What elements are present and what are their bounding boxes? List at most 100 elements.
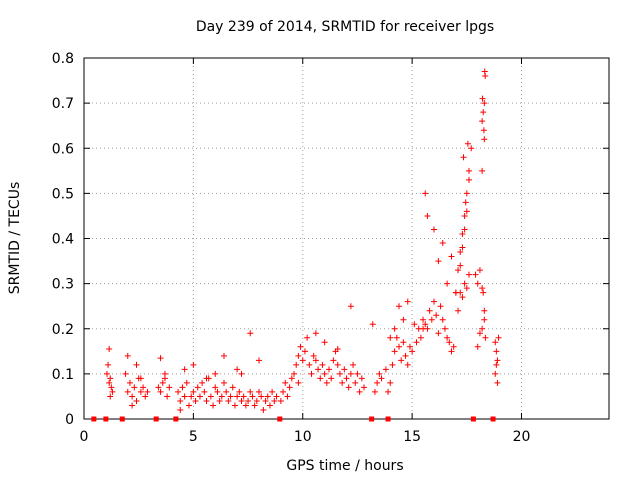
data-point [446, 339, 453, 346]
data-point [494, 357, 501, 364]
zero-marker [119, 416, 125, 422]
data-point [260, 406, 267, 413]
data-point [433, 312, 440, 319]
data-point [106, 346, 113, 353]
data-point [347, 370, 354, 377]
data-point [466, 176, 472, 183]
data-point [234, 366, 241, 373]
zero-marker [91, 416, 97, 422]
data-point [459, 294, 466, 301]
data-point [479, 285, 486, 292]
data-point [393, 334, 400, 341]
data-point [352, 379, 359, 386]
data-point [299, 357, 306, 364]
data-point [492, 339, 499, 346]
data-point [444, 334, 451, 341]
data-point [295, 352, 302, 359]
data-point [286, 384, 293, 391]
data-point [221, 352, 227, 359]
data-point [133, 361, 140, 368]
data-point [482, 73, 489, 80]
data-point [190, 388, 197, 395]
data-point [371, 388, 378, 395]
data-point [126, 379, 133, 386]
data-point [201, 388, 208, 395]
data-point [161, 375, 168, 382]
data-point [450, 343, 457, 350]
data-point [350, 361, 357, 368]
y-tick-label: 0.7 [52, 96, 74, 112]
y-tick-label: 0.2 [52, 322, 74, 338]
data-point [389, 361, 396, 368]
data-point [108, 384, 115, 391]
data-point [376, 370, 383, 377]
data-point [402, 352, 409, 359]
data-point [269, 388, 276, 395]
data-point [387, 334, 394, 341]
chart-title: Day 239 of 2014, SRMTID for receiver lpg… [196, 19, 494, 35]
zero-markers [91, 416, 496, 422]
data-point [312, 330, 319, 337]
data-point [266, 402, 273, 409]
data-point [463, 190, 470, 197]
data-point [492, 370, 499, 377]
data-point [319, 361, 326, 368]
data-point [177, 397, 184, 404]
data-point [428, 316, 435, 323]
data-point [238, 370, 245, 377]
data-point [317, 375, 324, 382]
data-point [409, 348, 416, 355]
data-point [482, 334, 489, 341]
data-point [133, 397, 140, 404]
x-axis-label: GPS time / hours [286, 458, 403, 474]
data-point [459, 230, 466, 237]
data-point [207, 393, 214, 400]
data-point [234, 393, 241, 400]
data-point [474, 343, 481, 350]
data-point [144, 388, 151, 395]
x-tick-label: 10 [294, 429, 312, 445]
data-point [459, 244, 466, 251]
data-point [179, 384, 186, 391]
data-point [229, 384, 236, 391]
data-point [199, 379, 206, 386]
data-point [400, 339, 407, 346]
data-point [310, 352, 317, 359]
data-point [420, 316, 427, 323]
plot-frame [83, 57, 610, 420]
data-point [466, 167, 472, 174]
data-point [463, 208, 470, 215]
data-point [212, 370, 219, 377]
data-point [439, 316, 446, 323]
zero-marker [277, 416, 283, 422]
data-point [460, 154, 467, 161]
data-point [422, 190, 429, 197]
data-point [214, 388, 221, 395]
data-point [203, 397, 210, 404]
data-point [406, 343, 413, 350]
data-point [424, 212, 431, 219]
data-point [481, 136, 488, 143]
data-point [157, 355, 164, 362]
data-point [404, 361, 411, 368]
data-point [212, 384, 219, 391]
data-point [129, 393, 136, 400]
data-point [426, 307, 433, 314]
data-point [186, 402, 192, 409]
data-point [494, 379, 501, 386]
data-point [256, 388, 262, 395]
zero-marker [153, 416, 159, 422]
data-point [295, 379, 302, 386]
data-point [476, 330, 483, 337]
data-point [223, 388, 230, 395]
data-point [262, 397, 269, 404]
data-point [481, 100, 488, 107]
data-point [461, 226, 468, 233]
data-point [330, 357, 337, 364]
data-point [398, 357, 405, 364]
data-point [480, 109, 487, 116]
data-point [236, 388, 243, 395]
data-point [334, 361, 341, 368]
data-point [396, 303, 402, 310]
